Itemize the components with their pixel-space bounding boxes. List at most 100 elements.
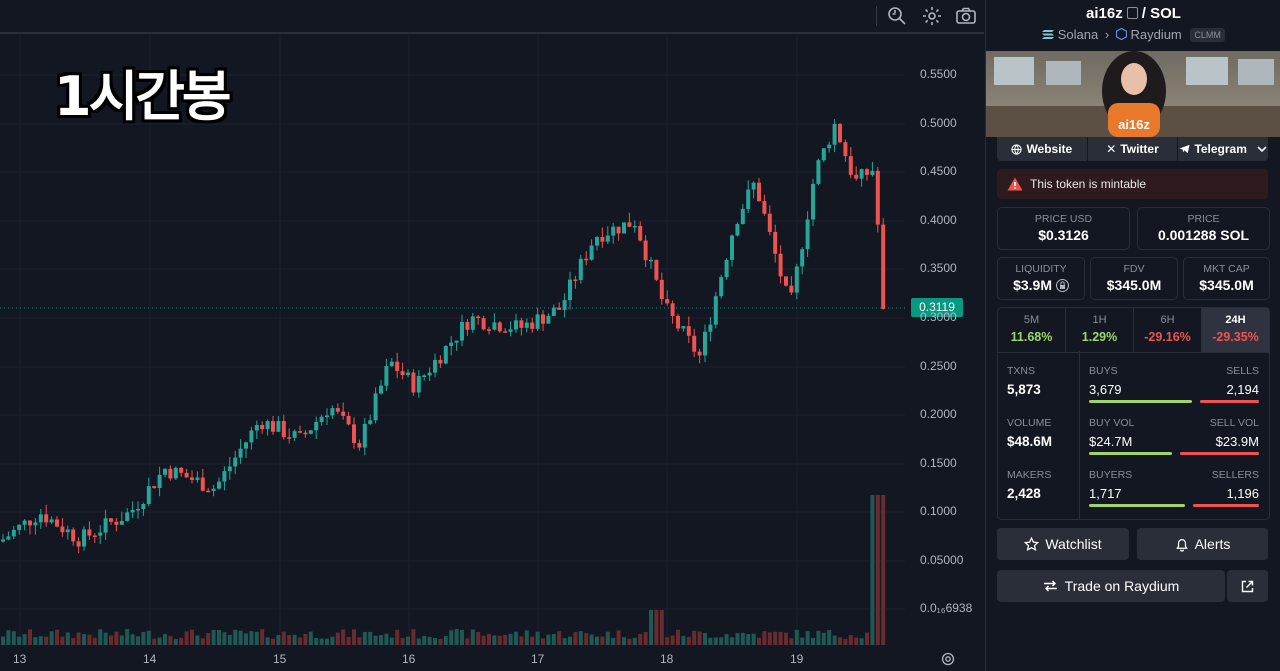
volume-bar bbox=[730, 637, 734, 645]
volume-bar bbox=[76, 632, 81, 645]
x-axis-label: 13 bbox=[13, 652, 27, 666]
candle bbox=[838, 124, 842, 143]
pair-title: ai16z / SOL bbox=[986, 5, 1280, 22]
volume-bar bbox=[865, 632, 869, 645]
volume-bar bbox=[271, 638, 275, 645]
candle bbox=[254, 424, 259, 431]
chart-settings-icon[interactable] bbox=[940, 651, 956, 667]
candle bbox=[676, 315, 680, 329]
candle bbox=[643, 240, 648, 261]
network-link[interactable]: Solana bbox=[1057, 27, 1099, 42]
tab-5m[interactable]: 5M 11.68% bbox=[998, 308, 1066, 352]
sell-vol-label: SELL VOL bbox=[1209, 417, 1259, 429]
volume-bar bbox=[98, 629, 103, 645]
candle bbox=[503, 331, 508, 333]
lock-icon[interactable] bbox=[1055, 278, 1069, 293]
volume-bar bbox=[605, 631, 610, 645]
tab-6h[interactable]: 6H -29.16% bbox=[1134, 308, 1202, 352]
candle bbox=[443, 346, 448, 364]
volume-bar bbox=[265, 637, 270, 645]
candle bbox=[767, 213, 772, 232]
candle bbox=[103, 518, 108, 533]
y-axis-label: 0.5500 bbox=[920, 67, 957, 81]
tab-5m-label: 5M bbox=[1023, 314, 1040, 326]
volume-bar bbox=[649, 610, 653, 645]
candle bbox=[865, 169, 869, 175]
y-axis-label: 0.2500 bbox=[920, 359, 957, 373]
volume-bar bbox=[746, 633, 751, 645]
volume-bar bbox=[573, 632, 578, 645]
settings-gear-icon[interactable] bbox=[921, 5, 943, 27]
star-icon bbox=[1024, 536, 1040, 551]
buys-label: BUYS bbox=[1089, 365, 1118, 377]
volume-bar bbox=[622, 637, 626, 645]
price-chart[interactable]: 1시간봉 0.3119 0.5500 0.5000 0.4500 0.4000 0.35… bbox=[0, 0, 984, 671]
tab-1h[interactable]: 1H 1.29% bbox=[1066, 308, 1134, 352]
candle bbox=[60, 526, 65, 533]
candle bbox=[492, 322, 497, 330]
candle bbox=[595, 237, 599, 246]
dex-link[interactable]: Raydium bbox=[1130, 27, 1182, 42]
volume-bar bbox=[130, 634, 135, 645]
telegram-link[interactable]: Telegram bbox=[1178, 137, 1268, 161]
candle bbox=[330, 408, 335, 416]
volume-bar bbox=[292, 634, 297, 645]
candle bbox=[465, 321, 470, 330]
volume-bar bbox=[854, 637, 859, 645]
y-axis-label: 0.1000 bbox=[920, 504, 957, 518]
candle bbox=[773, 231, 778, 254]
candle bbox=[724, 259, 729, 278]
volume-bar bbox=[632, 637, 637, 645]
trade-button[interactable]: Trade on Raydium bbox=[997, 570, 1225, 602]
candle bbox=[800, 249, 805, 267]
candle bbox=[308, 430, 313, 434]
volume-bar bbox=[384, 633, 389, 645]
zoom-magnify-icon[interactable] bbox=[886, 5, 908, 27]
candle bbox=[22, 520, 27, 525]
x-logo-icon: ✕ bbox=[1106, 142, 1117, 156]
candle bbox=[227, 466, 232, 472]
external-link-button[interactable] bbox=[1227, 570, 1268, 602]
camera-icon[interactable] bbox=[955, 5, 977, 27]
candle bbox=[152, 486, 157, 488]
candlestick-chart[interactable] bbox=[0, 0, 984, 671]
watchlist-button[interactable]: Watchlist bbox=[997, 528, 1129, 560]
candle bbox=[497, 322, 502, 332]
tab-24h[interactable]: 24H -29.35% bbox=[1202, 308, 1269, 352]
candle bbox=[568, 279, 572, 301]
volume-bar bbox=[308, 631, 313, 645]
external-link-icon bbox=[1241, 580, 1254, 592]
candle bbox=[821, 148, 826, 161]
volume-bar bbox=[670, 635, 675, 645]
volume-bar bbox=[433, 638, 437, 645]
warning-triangle-icon bbox=[1007, 177, 1023, 191]
website-link[interactable]: Website bbox=[997, 137, 1088, 161]
volume-bar bbox=[514, 631, 518, 645]
swap-arrows-icon bbox=[1043, 580, 1057, 592]
chevron-down-icon[interactable] bbox=[1257, 145, 1267, 153]
candle bbox=[476, 316, 481, 319]
volume-bar bbox=[173, 638, 178, 645]
twitter-link[interactable]: ✕ Twitter bbox=[1088, 137, 1179, 161]
volume-bar bbox=[281, 631, 286, 645]
volume-bar bbox=[713, 637, 718, 645]
candle bbox=[535, 314, 540, 329]
alerts-button[interactable]: Alerts bbox=[1137, 528, 1268, 560]
mkt-cap-card: MKT CAP $345.0M bbox=[1183, 257, 1270, 300]
candle bbox=[389, 361, 394, 367]
volume-bar bbox=[859, 638, 864, 645]
volume-bar bbox=[260, 629, 265, 645]
volume-bar bbox=[141, 632, 146, 645]
volume-bar bbox=[654, 610, 659, 645]
candle bbox=[28, 520, 32, 526]
globe-icon bbox=[1011, 143, 1023, 155]
sell-vol-ratio-bar bbox=[1180, 452, 1259, 455]
volume-bar bbox=[238, 630, 243, 645]
candle bbox=[168, 468, 173, 479]
volume-bar bbox=[411, 629, 416, 645]
copy-icon[interactable] bbox=[1126, 7, 1138, 19]
volume-bar bbox=[557, 631, 562, 645]
candle bbox=[195, 477, 200, 481]
volume-bar bbox=[692, 630, 697, 645]
volume-bar bbox=[146, 630, 151, 645]
